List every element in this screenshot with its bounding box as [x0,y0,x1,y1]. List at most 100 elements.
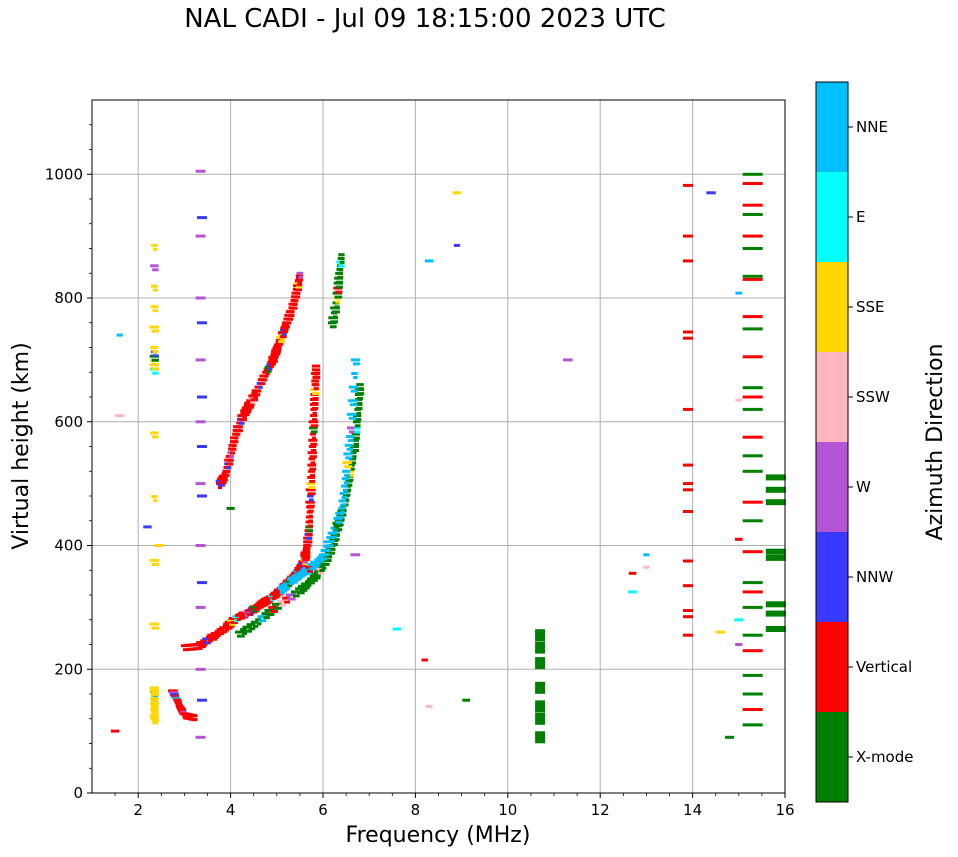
data-mark [683,183,693,187]
data-mark [261,612,270,616]
data-mark [283,327,289,331]
data-mark [334,295,343,299]
data-mark [297,561,306,565]
data-mark [152,371,159,375]
data-mark [275,592,284,596]
data-mark [311,406,319,410]
data-mark [353,414,362,418]
data-mark [197,395,207,399]
data-mark [210,631,219,635]
data-mark [307,504,315,508]
data-mark [314,379,319,383]
data-mark [293,295,301,299]
data-mark [280,583,290,587]
data-mark [110,729,120,733]
data-mark [309,479,316,483]
colorbar: X-mode Vertical NNW W SSW SSE E NNE [815,81,913,803]
data-mark [327,551,336,555]
data-mark [344,443,353,447]
data-mark [307,524,313,528]
data-mark [243,410,251,414]
data-mark [285,585,291,589]
data-mark [151,243,158,247]
data-mark [352,362,360,366]
data-mark [216,634,221,637]
colorbar-segment-nnw [816,532,848,622]
data-mark [307,563,317,567]
data-mark [235,630,245,634]
data-mark [317,565,325,568]
data-mark [305,500,315,504]
colorbar-label: Azimuth Direction [923,343,948,540]
data-mark [169,691,179,695]
series-o-mode-e-layer [168,689,198,722]
data-mark [742,182,763,185]
data-mark [282,596,290,600]
data-mark [204,641,211,645]
data-mark [256,389,262,393]
data-mark [354,430,361,434]
data-mark [285,310,295,314]
x-tick-label: 4 [226,801,236,819]
data-mark [259,374,268,378]
x-tick-label: 6 [318,801,328,819]
data-mark [357,402,363,405]
data-mark [683,615,693,619]
data-mark [195,735,206,739]
y-tick-label: 0 [73,784,83,802]
data-mark [283,581,291,585]
data-mark [238,425,243,429]
data-mark [153,716,158,720]
data-mark [307,519,313,523]
data-mark [152,708,158,712]
data-mark [207,639,213,643]
data-mark [151,562,160,566]
data-mark [765,601,786,608]
data-mark [287,314,295,318]
data-mark [277,345,282,349]
data-mark [310,449,317,452]
data-mark [152,721,159,725]
data-mark [318,559,324,563]
data-mark [535,712,546,725]
data-mark [151,626,160,630]
data-mark [234,432,241,436]
x-tick-label: 12 [591,801,610,819]
colorbar-segment-sse [816,262,848,352]
data-mark [453,243,461,247]
data-mark [339,513,347,517]
data-mark [563,358,573,362]
data-mark [268,605,278,609]
data-mark [628,571,637,575]
data-mark [329,325,337,329]
data-mark [263,616,270,620]
data-mark [279,591,286,595]
data-mark [242,413,250,417]
grid-lines [92,100,786,794]
data-mark [323,559,332,563]
data-mark [154,544,164,547]
data-mark [284,600,290,604]
data-mark [765,474,786,481]
data-mark [153,703,158,707]
data-mark [742,277,763,281]
data-mark [347,426,355,430]
data-mark [332,538,340,542]
data-mark [683,510,693,513]
data-mark [237,414,247,418]
data-mark [240,628,247,632]
y-tick-label: 200 [54,660,83,678]
data-mark [305,550,310,554]
data-mark [172,696,181,700]
data-mark [214,630,221,633]
data-mark [229,622,236,626]
data-mark [251,389,261,393]
data-mark [327,555,333,559]
data-mark [340,503,347,507]
data-mark [189,714,198,718]
data-mark [152,309,159,313]
data-mark [305,544,312,548]
data-mark [151,358,159,362]
data-mark [307,475,316,479]
